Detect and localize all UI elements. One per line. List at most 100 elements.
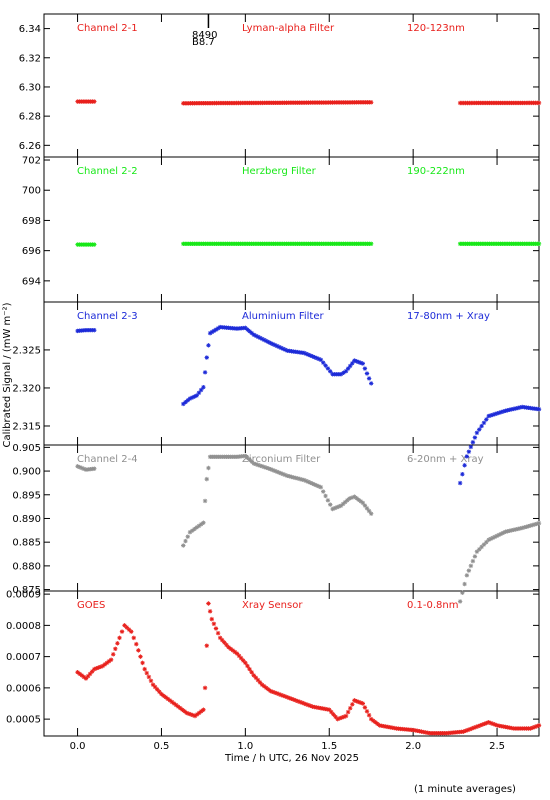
data-point bbox=[157, 689, 162, 694]
data-point bbox=[129, 629, 134, 634]
data-point bbox=[306, 352, 311, 357]
y-tick-label: 0.900 bbox=[12, 467, 41, 478]
series-3 bbox=[75, 324, 542, 486]
data-point bbox=[364, 506, 370, 511]
data-point bbox=[358, 700, 363, 705]
data-point bbox=[293, 698, 298, 703]
data-point bbox=[303, 478, 309, 484]
band-range: 120-123nm bbox=[407, 23, 465, 34]
data-point bbox=[481, 420, 487, 425]
data-point bbox=[358, 360, 363, 366]
data-point bbox=[360, 500, 366, 506]
data-point bbox=[213, 327, 219, 332]
data-point bbox=[350, 702, 355, 707]
data-point bbox=[196, 523, 202, 529]
y-tick-label: 2.320 bbox=[12, 383, 41, 394]
data-point bbox=[245, 327, 250, 332]
data-point bbox=[106, 659, 112, 664]
data-point bbox=[241, 658, 246, 663]
data-point bbox=[249, 670, 254, 675]
series-1 bbox=[75, 99, 542, 106]
data-point bbox=[360, 701, 366, 706]
data-point bbox=[509, 407, 514, 412]
data-point bbox=[187, 396, 193, 401]
data-point bbox=[215, 326, 221, 331]
data-point bbox=[356, 359, 361, 365]
data-point bbox=[509, 528, 514, 533]
x-tick-label: 2.0 bbox=[405, 741, 421, 752]
data-point bbox=[347, 496, 352, 501]
data-point bbox=[79, 673, 84, 678]
data-point bbox=[215, 630, 221, 636]
data-point bbox=[474, 549, 480, 554]
y-tick-label: 6.30 bbox=[19, 82, 41, 93]
data-point bbox=[470, 558, 476, 564]
data-point bbox=[247, 666, 252, 672]
y-tick-label: 0.895 bbox=[12, 490, 41, 501]
data-point bbox=[473, 724, 479, 730]
data-point bbox=[262, 684, 267, 689]
data-point bbox=[364, 371, 370, 376]
data-point bbox=[146, 674, 152, 680]
data-point bbox=[457, 480, 463, 486]
axes-layer: 6.26 6.28 6.30 6.32 6.34 Channel 2-1 Lyman-alp… bbox=[6, 13, 540, 752]
data-point bbox=[486, 537, 491, 543]
data-point bbox=[532, 724, 538, 730]
data-point bbox=[369, 100, 374, 105]
data-point bbox=[338, 503, 344, 508]
filter-name: Aluminium Filter bbox=[242, 311, 325, 322]
data-point bbox=[526, 523, 531, 529]
data-point bbox=[325, 498, 331, 503]
data-point bbox=[83, 676, 89, 681]
data-point bbox=[511, 527, 517, 533]
data-point bbox=[220, 638, 225, 643]
data-point bbox=[369, 716, 374, 722]
data-point bbox=[328, 369, 333, 374]
data-point bbox=[488, 413, 493, 418]
data-point bbox=[530, 522, 535, 528]
data-point bbox=[490, 535, 496, 540]
data-point bbox=[328, 502, 333, 507]
data-point bbox=[507, 407, 512, 413]
data-point bbox=[303, 702, 309, 707]
data-point bbox=[321, 489, 326, 494]
data-point bbox=[369, 381, 374, 386]
data-point bbox=[373, 720, 378, 725]
footnote: (1 minute averages) bbox=[414, 784, 516, 795]
data-point bbox=[163, 695, 168, 700]
data-point bbox=[515, 526, 521, 532]
x-tick-label: 0.5 bbox=[154, 741, 170, 752]
data-point bbox=[297, 699, 303, 705]
y-tick-label: 2.315 bbox=[12, 421, 41, 432]
data-point bbox=[204, 476, 209, 482]
data-point bbox=[259, 682, 265, 687]
data-point bbox=[136, 648, 141, 653]
data-point bbox=[98, 664, 103, 669]
data-point bbox=[142, 666, 147, 672]
data-point bbox=[228, 646, 233, 652]
y-tick-label: 0.890 bbox=[12, 514, 41, 525]
data-point bbox=[171, 701, 177, 706]
data-point bbox=[255, 462, 261, 468]
data-point bbox=[490, 721, 496, 727]
band-range: 0.1-0.8nm bbox=[407, 600, 459, 611]
data-point bbox=[150, 682, 156, 687]
data-point bbox=[466, 449, 472, 454]
data-point bbox=[283, 472, 288, 478]
panel-2: 694 696 698 700 702 Channel 2-2 Herzberg Filte… bbox=[22, 156, 540, 303]
data-point bbox=[259, 336, 265, 342]
band-range: 190-222nm bbox=[407, 166, 465, 177]
data-point bbox=[316, 484, 321, 489]
data-point bbox=[507, 528, 512, 533]
panel-5: 0.0005 0.0006 0.0007 0.0008 0.0009 GOES Xray S… bbox=[6, 590, 540, 737]
series-4 bbox=[75, 453, 542, 604]
data-point bbox=[464, 454, 470, 459]
panel-frame bbox=[43, 590, 540, 737]
channel-name: Channel 2-2 bbox=[77, 166, 138, 177]
data-point bbox=[253, 461, 259, 467]
y-tick-label: 700 bbox=[22, 186, 41, 197]
data-point bbox=[230, 648, 235, 653]
x-tick-label: 1.0 bbox=[237, 741, 253, 752]
data-point bbox=[354, 698, 359, 704]
data-point bbox=[488, 536, 493, 541]
